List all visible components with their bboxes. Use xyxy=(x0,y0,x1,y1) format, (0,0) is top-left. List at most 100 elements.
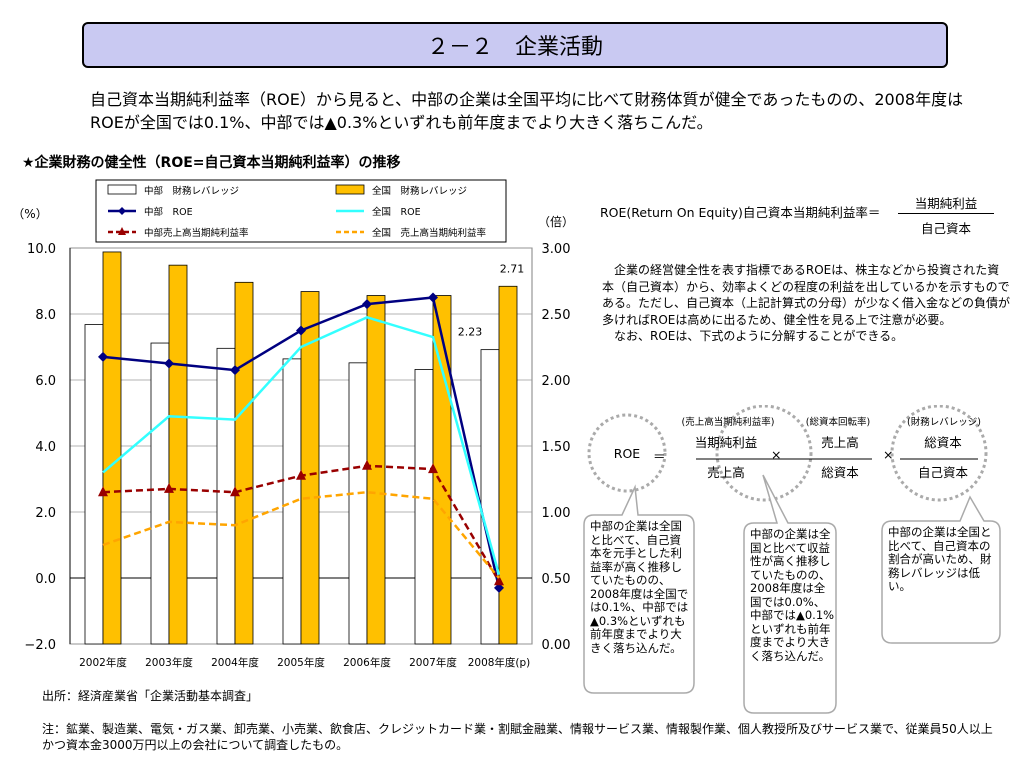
x-tick-label: 2006年度 xyxy=(343,656,391,669)
y-left-tick-label: −2.0 xyxy=(24,638,56,653)
legend-marker-diamond xyxy=(118,207,126,215)
formula-numerator: 当期純利益 xyxy=(914,196,978,211)
x-tick-label: 2008年度(p) xyxy=(468,656,531,669)
legend-swatch-bar xyxy=(107,184,137,195)
source-note: 出所：経済産業省「企業活動基本調査」 xyxy=(42,689,259,703)
bar-national-leverage xyxy=(168,264,188,645)
legend-label: 全国 ROE xyxy=(372,206,421,218)
equals-sign: ＝ xyxy=(653,449,666,464)
page-title: ２－２ 企業活動 xyxy=(82,22,948,68)
factor3-caption: (財務レバレッジ) xyxy=(907,417,981,428)
data-label: 2.71 xyxy=(500,262,525,275)
factor1-numerator: 当期純利益 xyxy=(694,435,758,450)
decomposition-diagram xyxy=(583,405,1001,714)
y-right-tick-label: 0.50 xyxy=(542,572,571,587)
bubble-2-shape xyxy=(743,474,837,714)
y-right-tick-label: 0.00 xyxy=(542,638,571,653)
marker-diamond xyxy=(230,365,240,376)
legend-marker-triangle xyxy=(118,227,126,235)
legend-box xyxy=(95,179,507,243)
legend-label: 中部 ROE xyxy=(144,206,193,218)
chart-heading: ★企業財務の健全性（ROE=自己資本当期純利益率）の推移 xyxy=(22,155,401,171)
bar-chubu-leverage xyxy=(480,349,500,645)
y-right-tick-label: 1.00 xyxy=(542,506,571,521)
factor3-numerator: 総資本 xyxy=(924,435,962,450)
y-left-tick-label: 0.0 xyxy=(35,572,56,587)
x-tick-label: 2003年度 xyxy=(145,656,193,669)
marker-diamond xyxy=(428,292,438,303)
roe-label: ROE xyxy=(613,446,641,461)
marker-triangle xyxy=(98,486,108,497)
x-tick-label: 2002年度 xyxy=(79,656,127,669)
formula-definition: ROE(Return On Equity)自己資本当期純利益率＝ xyxy=(600,205,881,220)
factor3-circle xyxy=(890,405,988,502)
y-left-tick-label: 8.0 xyxy=(35,308,56,323)
marker-triangle xyxy=(428,463,438,474)
marker-diamond xyxy=(494,582,504,593)
footnote: 注：鉱業、製造業、電気・ガス業、卸売業、小売業、飲食店、クレジットカード業・割賦… xyxy=(42,722,993,752)
marker-diamond xyxy=(98,351,108,362)
y-right-tick-label: 1.50 xyxy=(542,440,571,455)
bubble-1-shape xyxy=(583,484,695,694)
y-left-tick-label: 2.0 xyxy=(35,506,56,521)
y-left-unit: （%） xyxy=(12,207,47,221)
legend-label: 中部売上高当期純利益率 xyxy=(144,227,249,239)
x-tick-label: 2007年度 xyxy=(409,656,457,669)
x-tick-label: 2005年度 xyxy=(277,656,325,669)
bar-chubu-leverage xyxy=(150,342,170,645)
fraction-bar xyxy=(898,213,994,214)
bar-national-leverage xyxy=(300,291,320,645)
marker-triangle xyxy=(230,486,240,497)
times-sign-1: × xyxy=(771,447,782,462)
marker-triangle xyxy=(296,469,306,480)
y-right-tick-label: 2.50 xyxy=(542,308,571,323)
bar-chubu-leverage xyxy=(348,362,368,645)
factor3-denominator: 自己資本 xyxy=(917,465,968,480)
marker-diamond xyxy=(296,325,306,336)
series-line-1 xyxy=(102,315,501,576)
formula-explanation: 企業の経営健全性を表す指標であるROEは、株主などから投資された資本（自己資本）… xyxy=(602,262,1010,345)
y-left-tick-label: 10.0 xyxy=(27,242,56,257)
bubble-2-text: 中部の企業は全国と比べて収益性が高く推移していたものの、2008年度は全国では0… xyxy=(750,527,835,663)
roe-circle xyxy=(587,413,667,493)
marker-diamond xyxy=(164,358,174,369)
page-title-text: ２－２ 企業活動 xyxy=(426,35,603,60)
y-right-unit: （倍） xyxy=(538,214,574,229)
lead-paragraph: 自己資本当期純利益率（ROE）から見ると、中部の企業は全国平均に比べて財務体質が… xyxy=(90,90,964,132)
bar-national-leverage xyxy=(234,281,254,645)
y-right-tick-label: 2.00 xyxy=(542,374,571,389)
factor2-denominator: 総資本 xyxy=(821,465,859,480)
legend-swatch-bar xyxy=(335,184,365,195)
explanation-paragraph-2: なお、ROEは、下式のように分解することができる。 xyxy=(602,329,904,343)
y-left-tick-label: 4.0 xyxy=(35,440,56,455)
marker-triangle xyxy=(494,575,504,586)
bubble-3-text: 中部の企業は全国と比べて、自己資本の割合が高いため、財務レバレッジは低い。 xyxy=(888,525,992,593)
data-label: 2.23 xyxy=(458,326,483,339)
series-line-3 xyxy=(102,490,500,579)
y-left-tick-label: 6.0 xyxy=(35,374,56,389)
marker-triangle xyxy=(362,459,372,470)
factor2-caption: (総資本回転率) xyxy=(805,417,871,428)
legend-label: 全国 売上高当期純利益率 xyxy=(372,227,487,239)
legend-label: 中部 財務レバレッジ xyxy=(144,185,239,197)
marker-diamond xyxy=(362,299,372,310)
bar-national-leverage xyxy=(498,285,518,645)
formula-denominator: 自己資本 xyxy=(920,221,971,236)
x-tick-label: 2004年度 xyxy=(211,656,259,669)
bubble-3-shape xyxy=(881,495,1001,644)
y-right-tick-label: 3.00 xyxy=(542,242,571,257)
explanation-paragraph-1: 企業の経営健全性を表す指標であるROEは、株主などから投資された資本（自己資本）… xyxy=(602,263,1011,327)
bar-chubu-leverage xyxy=(84,324,104,645)
bar-national-leverage xyxy=(102,251,122,645)
factor1-denominator: 売上高 xyxy=(707,465,745,480)
factor1-caption: (売上高当期純利益率) xyxy=(681,417,775,428)
factor2-numerator: 売上高 xyxy=(821,435,859,450)
marker-triangle xyxy=(164,482,174,493)
bar-chubu-leverage xyxy=(282,358,302,645)
legend-label: 全国 財務レバレッジ xyxy=(372,185,467,197)
bar-chubu-leverage xyxy=(414,369,434,645)
roe-chart: 10.0 8.0 6.0 4.0 2.0 0.0 −2.0 3.00 2.50 2.00 1.50 1… xyxy=(12,179,574,669)
times-sign-2: × xyxy=(883,447,894,462)
bubble-1-text: 中部の企業は全国と比べて、自己資本を元手とした利益率が高く推移していたものの、2… xyxy=(590,519,689,655)
factor1-circle xyxy=(715,405,813,502)
